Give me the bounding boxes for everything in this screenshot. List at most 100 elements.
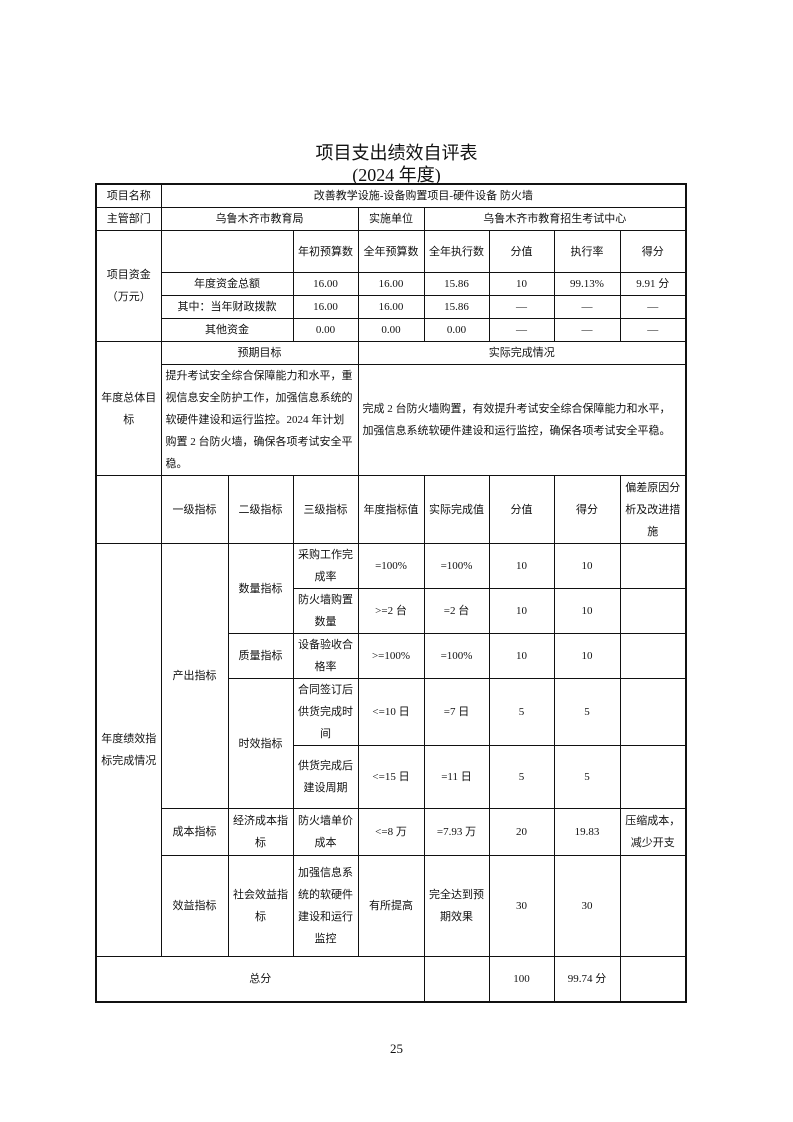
funds-cell: 0.00 xyxy=(292,318,359,342)
weight: 10 xyxy=(488,543,555,589)
weight: 30 xyxy=(488,855,555,957)
indicator-row: 成本指标 经济成本指标 防火墙单价成本 <=8 万 =7.93 万 20 19.… xyxy=(96,808,687,856)
score: 10 xyxy=(553,588,621,634)
dept-label: 主管部门 xyxy=(95,207,162,231)
note xyxy=(619,855,687,957)
indicator-row: 供货完成后建设周期 <=15 日 =11 日 5 5 xyxy=(96,745,687,809)
target: 有所提高 xyxy=(357,855,425,957)
funds-cell: 16.00 xyxy=(357,295,425,319)
unit-label: 实施单位 xyxy=(357,207,425,231)
funds-header: 全年预算数 xyxy=(357,230,425,273)
note xyxy=(619,633,687,679)
funds-row: 其中：当年财政拨款 16.00 16.00 15.86 — — — xyxy=(96,295,687,319)
target: <=10 日 xyxy=(357,678,425,746)
funds-cell: 99.13% xyxy=(553,272,621,296)
score: 19.83 xyxy=(553,808,621,856)
goals-label: 年度总体目标 xyxy=(95,341,162,476)
funds-cell: — xyxy=(619,318,687,342)
funds-cell: — xyxy=(553,295,621,319)
funds-header: 执行率 xyxy=(553,230,621,273)
weight: 5 xyxy=(488,678,555,746)
level3: 合同签订后供货完成时间 xyxy=(292,678,359,746)
indicator-header: 分值 xyxy=(488,475,555,544)
unit: 乌鲁木齐市教育招生考试中心 xyxy=(423,207,687,231)
level1-output: 产出指标 xyxy=(160,543,229,809)
target: >=2 台 xyxy=(357,588,425,634)
funds-cell: 16.00 xyxy=(292,272,359,296)
funds-row-name: 年度资金总额 xyxy=(160,272,294,296)
level1-cost: 成本指标 xyxy=(160,808,229,856)
funds-label: 项目资金（万元） xyxy=(95,230,162,342)
expected-goal-text: 提升考试安全综合保障能力和水平，重视信息安全防护工作，加强信息系统的软硬件建设和… xyxy=(160,364,359,476)
funds-cell: — xyxy=(553,318,621,342)
level3: 防火墙购置数量 xyxy=(292,588,359,634)
funds-row: 其他资金 0.00 0.00 0.00 — — — xyxy=(96,318,687,342)
target: >=100% xyxy=(357,633,425,679)
total-weight: 100 xyxy=(488,956,555,1002)
actual: =100% xyxy=(423,543,490,589)
funds-row-name: 其中：当年财政拨款 xyxy=(160,295,294,319)
actual-result-label: 实际完成情况 xyxy=(357,341,687,365)
score: 30 xyxy=(553,855,621,957)
project-name: 改善教学设施-设备购置项目-硬件设备 防火墙 xyxy=(160,183,687,208)
funds-header: 年初预算数 xyxy=(292,230,359,273)
level1-benefit: 效益指标 xyxy=(160,855,229,957)
funds-row-name: 其他资金 xyxy=(160,318,294,342)
funds-blank xyxy=(160,230,294,273)
actual: =11 日 xyxy=(423,745,490,809)
funds-cell: — xyxy=(488,318,555,342)
actual: =7.93 万 xyxy=(423,808,490,856)
indicator-header-blank xyxy=(95,475,162,544)
indicator-row: 时效指标 合同签订后供货完成时间 <=10 日 =7 日 5 5 xyxy=(96,678,687,809)
level2-quantity: 数量指标 xyxy=(227,543,294,634)
funds-cell: 9.91 分 xyxy=(619,272,687,296)
note: 压缩成本，减少开支 xyxy=(619,808,687,856)
indicator-header: 三级指标 xyxy=(292,475,359,544)
total-score: 99.74 分 xyxy=(553,956,621,1002)
note xyxy=(619,543,687,589)
funds-header: 全年执行数 xyxy=(423,230,490,273)
indicator-row: 质量指标 设备验收合格率 >=100% =100% 10 10 xyxy=(96,633,687,679)
score: 10 xyxy=(553,543,621,589)
indicators-section-label: 年度绩效指标完成情况 xyxy=(95,543,162,957)
expected-goal-label: 预期目标 xyxy=(160,341,359,365)
funds-cell: — xyxy=(488,295,555,319)
funds-header: 得分 xyxy=(619,230,687,273)
actual-result-text: 完成 2 台防火墙购置，有效提升考试安全综合保障能力和水平，加强信息系统软硬件建… xyxy=(357,364,687,476)
level3: 设备验收合格率 xyxy=(292,633,359,679)
funds-cell: 15.86 xyxy=(423,295,490,319)
note xyxy=(619,745,687,809)
level2-social-benefit: 社会效益指标 xyxy=(227,855,294,957)
total-note xyxy=(619,956,687,1002)
total-row: 总分 100 99.74 分 xyxy=(95,956,687,1002)
total-label: 总分 xyxy=(95,956,425,1002)
target: <=15 日 xyxy=(357,745,425,809)
funds-header: 分值 xyxy=(488,230,555,273)
total-blank xyxy=(423,956,490,1002)
indicator-header: 实际完成值 xyxy=(423,475,490,544)
funds-cell: 0.00 xyxy=(357,318,425,342)
document-subtitle: (2024 年度) xyxy=(352,165,441,185)
score: 5 xyxy=(553,678,621,746)
indicator-row: 效益指标 社会效益指标 加强信息系统的软硬件建设和运行监控 有所提高 完全达到预… xyxy=(96,855,687,957)
page-number: 25 xyxy=(390,1041,403,1056)
score: 5 xyxy=(553,745,621,809)
level3: 采购工作完成率 xyxy=(292,543,359,589)
indicator-header: 一级指标 xyxy=(160,475,229,544)
score: 10 xyxy=(553,633,621,679)
actual: =7 日 xyxy=(423,678,490,746)
funds-cell: 16.00 xyxy=(357,272,425,296)
target: <=8 万 xyxy=(357,808,425,856)
level3: 供货完成后建设周期 xyxy=(292,745,359,809)
level3: 加强信息系统的软硬件建设和运行监控 xyxy=(292,855,359,957)
weight: 5 xyxy=(488,745,555,809)
indicator-header: 二级指标 xyxy=(227,475,294,544)
note xyxy=(619,588,687,634)
note xyxy=(619,678,687,746)
weight: 10 xyxy=(488,633,555,679)
funds-cell: 10 xyxy=(488,272,555,296)
funds-cell: — xyxy=(619,295,687,319)
performance-table: 项目名称 改善教学设施-设备购置项目-硬件设备 防火墙 主管部门 乌鲁木齐市教育… xyxy=(95,183,688,1003)
level3: 防火墙单价成本 xyxy=(292,808,359,856)
target: =100% xyxy=(357,543,425,589)
